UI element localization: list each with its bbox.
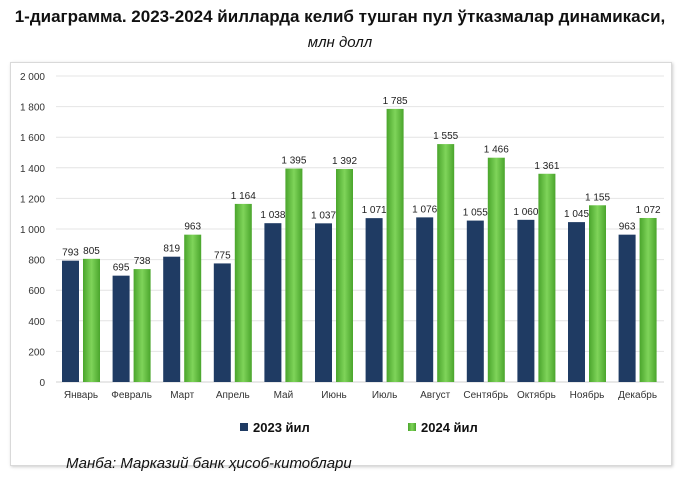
- x-tick-label: Июнь: [321, 390, 346, 401]
- data-label: 1 076: [412, 204, 437, 215]
- bar-2024: [538, 173, 556, 382]
- y-tick-label: 400: [28, 317, 45, 328]
- data-label: 1 361: [534, 161, 559, 172]
- data-label: 1 466: [484, 145, 509, 156]
- bar-2024: [336, 169, 353, 382]
- legend-swatch-2024: [408, 423, 416, 431]
- legend-label: 2024 йил: [421, 420, 478, 435]
- legend-label: 2023 йил: [253, 420, 310, 435]
- x-tick-label: Июль: [372, 390, 398, 401]
- data-label: 1 037: [311, 210, 336, 221]
- bar-2023: [517, 219, 535, 382]
- bar-2024: [639, 217, 657, 382]
- bar-2024: [589, 205, 606, 382]
- bar-2023: [315, 223, 332, 382]
- source-note: Манба: Марказий банк ҳисоб-китоблари: [66, 455, 352, 472]
- data-label: 1 038: [260, 210, 285, 221]
- bar-2024: [285, 168, 303, 382]
- chart-frame: [10, 62, 672, 466]
- y-tick-label: 600: [28, 286, 45, 297]
- bar-2023: [466, 220, 484, 382]
- x-tick-label: Август: [420, 390, 451, 401]
- y-tick-label: 800: [28, 256, 45, 267]
- data-label: 1 395: [281, 156, 306, 167]
- x-tick-label: Март: [170, 390, 194, 401]
- x-tick-label: Сентябрь: [463, 389, 508, 401]
- bar-2023: [213, 263, 231, 382]
- bar-2024: [184, 234, 202, 382]
- x-tick-label: Май: [274, 390, 294, 401]
- y-tick-label: 1 200: [20, 194, 45, 205]
- data-label: 695: [113, 263, 130, 274]
- y-tick-label: 200: [28, 347, 45, 358]
- x-tick-label: Апрель: [216, 390, 250, 401]
- bar-2024: [437, 144, 455, 382]
- data-label: 819: [163, 244, 180, 255]
- y-tick-label: 2 000: [20, 72, 45, 83]
- y-tick-label: 1 000: [20, 225, 45, 236]
- x-tick-label: Ноябрь: [570, 389, 605, 401]
- bar-2024: [234, 203, 252, 382]
- title-unit: млн долл: [307, 34, 373, 51]
- chart-title: 1-диаграмма. 2023-2024 йилларда келиб ту…: [0, 4, 680, 55]
- bar-2024: [386, 108, 404, 383]
- data-label: 1 071: [362, 205, 387, 216]
- x-tick-label: Декабрь: [618, 389, 657, 401]
- bar-2023: [112, 275, 130, 382]
- data-label: 1 164: [231, 191, 256, 202]
- bar-2023: [163, 256, 181, 382]
- data-label: 775: [214, 250, 231, 261]
- bar-2023: [568, 222, 585, 382]
- title-text: 1-диаграмма. 2023-2024 йилларда келиб ту…: [14, 7, 666, 26]
- data-label: 963: [184, 222, 201, 233]
- data-label: 805: [83, 246, 100, 257]
- data-label: 1 555: [433, 131, 458, 142]
- legend-swatch-2023: [240, 423, 248, 431]
- bar-2023: [365, 218, 383, 382]
- data-label: 1 060: [513, 207, 538, 218]
- bar-2023: [62, 260, 79, 382]
- bar-2024: [487, 157, 505, 382]
- y-tick-label: 0: [39, 378, 45, 389]
- data-label: 1 785: [383, 96, 408, 107]
- y-tick-label: 1 400: [20, 164, 45, 175]
- data-label: 793: [62, 248, 79, 259]
- bar-2024: [83, 258, 100, 382]
- data-label: 738: [134, 256, 151, 267]
- data-label: 1 045: [564, 209, 589, 220]
- x-tick-label: Октябрь: [517, 389, 556, 401]
- data-label: 1 155: [585, 192, 610, 203]
- y-tick-label: 1 600: [20, 133, 45, 144]
- bar-2024: [133, 269, 151, 382]
- x-tick-label: Февраль: [111, 390, 152, 401]
- y-tick-label: 1 800: [20, 103, 45, 114]
- data-label: 1 055: [463, 208, 488, 219]
- bar-2023: [416, 217, 434, 382]
- x-tick-label: Январь: [64, 390, 98, 401]
- bar-2023: [264, 223, 282, 382]
- data-label: 1 392: [332, 156, 357, 167]
- data-label: 1 072: [636, 205, 661, 216]
- data-label: 963: [619, 222, 636, 233]
- bar-2023: [618, 234, 636, 382]
